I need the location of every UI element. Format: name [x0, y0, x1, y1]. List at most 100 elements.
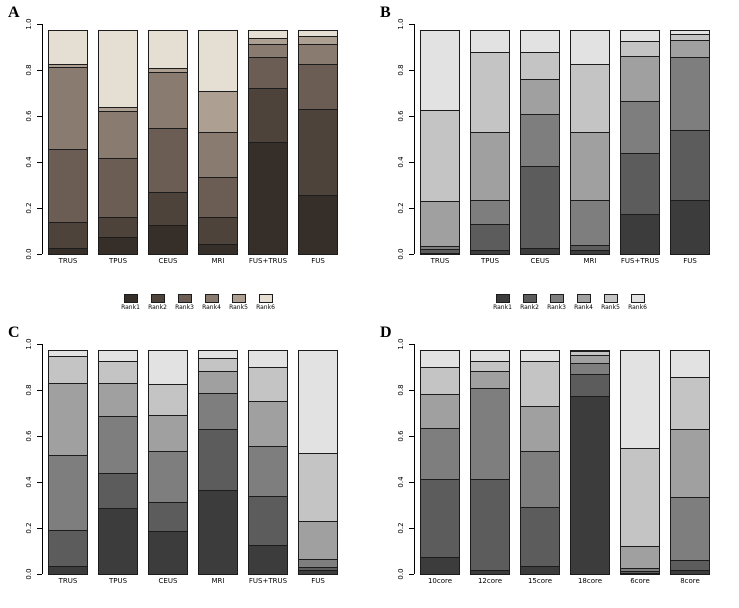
bar-segment-rank6	[298, 350, 338, 454]
bar-segment-rank4	[48, 67, 88, 150]
bar-segment-rank2	[298, 108, 338, 197]
stacked-bar	[420, 30, 460, 255]
bar-segment-rank5	[670, 376, 710, 430]
bar-segment-rank2	[670, 129, 710, 201]
stacked-bar	[98, 350, 138, 575]
bar-segment-rank5	[198, 358, 238, 373]
bar-segment-rank4	[470, 131, 510, 201]
stacked-bar	[670, 350, 710, 575]
bar-segment-rank3	[98, 158, 138, 218]
legend-label: Rank5	[601, 304, 620, 311]
y-tick	[37, 116, 42, 117]
stacked-bar	[420, 350, 460, 575]
bar-segment-rank4	[620, 545, 660, 569]
bar-segment-rank1	[48, 565, 88, 575]
legend-item: Rank4	[199, 294, 224, 311]
stacked-bar	[470, 350, 510, 575]
bar-segment-rank1	[620, 572, 660, 575]
y-tick-label: 0.2	[25, 522, 33, 534]
y-tick	[409, 482, 414, 483]
stacked-bar	[48, 30, 88, 255]
category-label: CEUS	[158, 257, 178, 265]
category-label: 6core	[630, 577, 650, 585]
bar-segment-rank5	[620, 40, 660, 57]
bar-segment-rank3	[48, 148, 88, 223]
bar-segment-rank6	[248, 350, 288, 369]
bar-segment-rank5	[570, 63, 610, 133]
legend-label: Rank6	[628, 304, 647, 311]
panel-A-label: A	[8, 4, 20, 21]
y-tick-label: 0.6	[25, 430, 33, 442]
stacked-bar	[620, 350, 660, 575]
category-labels: TRUS TPUS CEUS MRI FUS+TRUS FUS	[420, 257, 710, 265]
legend-B: Rank1 Rank2 Rank3 Rank4 Rank5 Rank6	[490, 294, 650, 311]
category-label: FUS+TRUS	[248, 577, 288, 585]
legend-label: Rank4	[202, 304, 221, 311]
panel-D: D 0.0 0.2 0.4 0.6 0.8 1.0 10core 12core 15core 18…	[380, 322, 732, 604]
bar-segment-rank3	[198, 176, 238, 218]
bar-segment-rank4	[248, 400, 288, 447]
bar-segment-rank6	[148, 350, 188, 385]
bar-segment-rank4	[670, 428, 710, 498]
y-tick	[409, 254, 414, 255]
y-tick-label: 0.8	[397, 384, 405, 396]
panel-D-label: D	[380, 324, 392, 341]
legend-item: Rank6	[625, 294, 650, 311]
category-label: TRUS	[430, 257, 450, 265]
bar-segment-rank2	[420, 479, 460, 558]
bar-segment-rank1	[148, 225, 188, 255]
legend-label: Rank5	[229, 304, 248, 311]
bar-segment-rank2	[198, 216, 238, 245]
stacked-bar	[148, 30, 188, 255]
legend-swatch	[123, 294, 138, 303]
y-tick-label: 0.4	[25, 156, 33, 168]
bar-segment-rank4	[520, 78, 560, 116]
category-label: MRI	[211, 577, 225, 585]
y-tick-label: 0.6	[25, 110, 33, 122]
bars	[420, 350, 710, 575]
bar-segment-rank1	[248, 142, 288, 255]
bar-segment-rank3	[48, 455, 88, 532]
bar-segment-rank3	[520, 114, 560, 168]
bar-segment-rank2	[48, 221, 88, 250]
category-labels: 10core 12core 15core 18core 6core 8core	[420, 577, 710, 585]
bar-segment-rank4	[420, 200, 460, 247]
bar-segment-rank4	[570, 131, 610, 201]
bar-segment-rank1	[248, 545, 288, 575]
y-tick-label: 0.4	[397, 156, 405, 168]
y-tick-label: 0.2	[25, 202, 33, 214]
legend-label: Rank6	[256, 304, 275, 311]
bar-segment-rank5	[420, 109, 460, 202]
category-labels: TRUS TPUS CEUS MRI FUS+TRUS FUS	[48, 577, 338, 585]
stacked-bar	[98, 30, 138, 255]
bar-segment-rank5	[248, 367, 288, 402]
category-label: TRUS	[58, 577, 78, 585]
bar-segment-rank3	[670, 56, 710, 131]
y-tick-label: 0.8	[397, 64, 405, 76]
bar-segment-rank1	[148, 531, 188, 575]
category-label: CEUS	[158, 577, 178, 585]
y-tick	[409, 24, 414, 25]
bar-segment-rank6	[198, 30, 238, 93]
bar-segment-rank2	[470, 479, 510, 572]
bar-segment-rank4	[148, 71, 188, 130]
y-tick-label: 0.8	[25, 64, 33, 76]
legend-item: Rank2	[517, 294, 542, 311]
stacked-bar	[570, 30, 610, 255]
stacked-bar	[470, 30, 510, 255]
legend-A: Rank1 Rank2 Rank3 Rank4 Rank5 Rank6	[118, 294, 278, 311]
legend-item: Rank5	[226, 294, 251, 311]
bar-segment-rank3	[148, 128, 188, 193]
y-tick-label: 1.0	[25, 18, 33, 30]
bar-segment-rank5	[420, 367, 460, 396]
y-tick	[37, 162, 42, 163]
legend-swatch	[630, 294, 645, 303]
legend-swatch	[495, 294, 510, 303]
bar-segment-rank1	[298, 195, 338, 255]
y-tick-label: 0.8	[25, 384, 33, 396]
category-label: TRUS	[58, 257, 78, 265]
y-tick	[37, 208, 42, 209]
bar-segment-rank2	[148, 191, 188, 227]
bar-segment-rank4	[98, 382, 138, 418]
legend-item: Rank4	[571, 294, 596, 311]
